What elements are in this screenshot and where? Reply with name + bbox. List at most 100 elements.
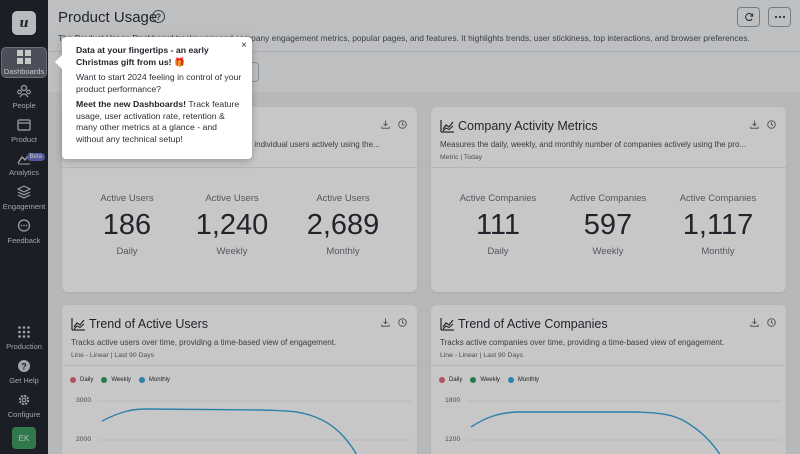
metric-label: Active Users <box>205 193 259 204</box>
sidebar-item-label: Feedback <box>7 236 41 245</box>
sidebar-item-engagement[interactable]: Engagement <box>1 184 47 212</box>
monthly-dot-icon <box>507 377 514 383</box>
svg-text:?: ? <box>21 362 27 372</box>
card-meta: Line - Linear | Last 90 Days <box>440 352 523 359</box>
header-divider <box>48 51 800 52</box>
popover-heading: Data at your fingertips - an early Chris… <box>76 45 209 67</box>
clock-icon[interactable] <box>398 318 407 327</box>
chart-legend: Daily Weekly Monthly <box>439 377 539 383</box>
metric-monthly-users: Active Users 2,689 Monthly <box>288 193 398 257</box>
beta-badge: Beta <box>26 153 45 161</box>
help-icon: ? <box>18 360 30 372</box>
monthly-series-line <box>470 411 721 454</box>
download-icon[interactable] <box>750 318 759 327</box>
sidebar-item-label: Dashboards <box>3 66 45 76</box>
sidebar-item-product[interactable]: Product <box>1 117 47 145</box>
legend-item[interactable]: Monthly <box>138 377 170 383</box>
sidebar-item-label: Engagement <box>2 202 46 211</box>
clock-icon[interactable] <box>767 318 776 327</box>
card-divider <box>62 167 417 168</box>
legend-item[interactable]: Weekly <box>470 377 500 383</box>
clock-icon[interactable] <box>398 120 407 129</box>
sidebar-item-label: People <box>12 101 36 110</box>
companies-trend-chart <box>467 400 781 454</box>
grid-icon <box>18 326 30 338</box>
y-axis-label: 1800 <box>445 397 461 404</box>
onboarding-popover: × Data at your fingertips - an early Chr… <box>55 37 252 159</box>
card-company-activity: Company Activity Metrics Measures the da… <box>431 107 786 292</box>
gear-icon <box>18 394 30 406</box>
legend-item[interactable]: Daily <box>439 377 462 383</box>
legend-label: Weekly <box>111 377 131 383</box>
sidebar-item-configure[interactable]: Configure <box>1 392 47 420</box>
popover-body: Meet the new Dashboards! Track feature u… <box>76 99 242 145</box>
download-icon[interactable] <box>381 318 390 327</box>
card-actions <box>381 318 407 327</box>
card-actions <box>750 318 776 327</box>
monthly-series-line <box>101 408 358 454</box>
people-icon <box>17 84 31 98</box>
card-description: Tracks active companies over time, provi… <box>440 338 725 347</box>
metric-value: 186 <box>102 209 152 241</box>
sidebar-item-people[interactable]: People <box>1 83 47 111</box>
sidebar-item-label: Get Help <box>9 376 39 385</box>
app-logo[interactable]: u <box>12 11 36 35</box>
page-description: The Product Usage Dashboard tracks user … <box>58 33 750 43</box>
metric-period: Weekly <box>592 246 624 257</box>
refresh-icon <box>744 12 753 22</box>
card-title: Company Activity Metrics <box>458 119 598 133</box>
card-description: Tracks active users over time, providing… <box>71 338 337 347</box>
metric-period: Monthly <box>701 246 735 257</box>
metric-weekly-users: Active Users 1,240 Weekly <box>177 193 287 257</box>
metric-value: 111 <box>475 209 521 241</box>
download-icon[interactable] <box>750 120 759 129</box>
dashboards-icon <box>17 49 31 64</box>
popover-body-text: Track feature usage, user activation rat… <box>76 99 240 144</box>
product-icon <box>17 119 31 131</box>
metric-period: Weekly <box>216 246 248 257</box>
metric-monthly-companies: Active Companies 1,117 Monthly <box>663 193 773 257</box>
legend-item[interactable]: Daily <box>70 377 93 383</box>
clock-icon[interactable] <box>767 120 776 129</box>
metric-label: Active Companies <box>569 193 647 204</box>
feedback-icon <box>17 219 31 232</box>
sidebar-item-get-help[interactable]: ? Get Help <box>1 358 47 386</box>
metric-period: Daily <box>487 246 509 257</box>
card-divider <box>431 365 786 366</box>
close-icon[interactable]: × <box>241 40 247 51</box>
legend-label: Daily <box>80 377 94 383</box>
chart-legend: Daily Weekly Monthly <box>70 377 170 383</box>
question-icon[interactable]: ? <box>152 10 165 23</box>
card-trend-users: Trend of Active Users Tracks active user… <box>62 305 417 454</box>
legend-label: Monthly <box>148 377 170 383</box>
y-axis-label: 3000 <box>76 397 92 404</box>
chart-icon <box>71 318 85 331</box>
card-actions <box>750 120 776 129</box>
monthly-dot-icon <box>138 377 145 383</box>
sidebar-item-production[interactable]: Production <box>1 325 47 351</box>
sidebar-item-feedback[interactable]: Feedback <box>1 218 47 246</box>
metric-value: 597 <box>583 209 633 241</box>
metric-value: 1,117 <box>682 209 754 241</box>
metric-value: 2,689 <box>306 209 380 241</box>
refresh-button[interactable] <box>737 7 760 27</box>
metric-period: Daily <box>116 246 138 257</box>
legend-label: Weekly <box>480 377 500 383</box>
chart-icon <box>440 120 454 133</box>
legend-item[interactable]: Monthly <box>507 377 539 383</box>
weekly-dot-icon <box>470 377 477 383</box>
legend-item[interactable]: Weekly <box>101 377 131 383</box>
download-icon[interactable] <box>381 120 390 129</box>
more-options-button[interactable] <box>768 7 791 27</box>
metric-label: Active Users <box>100 193 154 204</box>
chart-icon <box>440 318 454 331</box>
sidebar-item-analytics[interactable]: Analytics Beta <box>1 150 47 178</box>
card-meta: Metric | Today <box>440 154 483 161</box>
sidebar-item-dashboards[interactable]: Dashboards <box>1 47 47 78</box>
card-title: Trend of Active Companies <box>458 317 608 331</box>
metric-weekly-companies: Active Companies 597 Weekly <box>553 193 663 257</box>
legend-label: Monthly <box>517 377 539 383</box>
avatar[interactable]: EK <box>12 427 36 449</box>
users-trend-chart <box>98 400 412 454</box>
more-icon <box>774 15 785 19</box>
